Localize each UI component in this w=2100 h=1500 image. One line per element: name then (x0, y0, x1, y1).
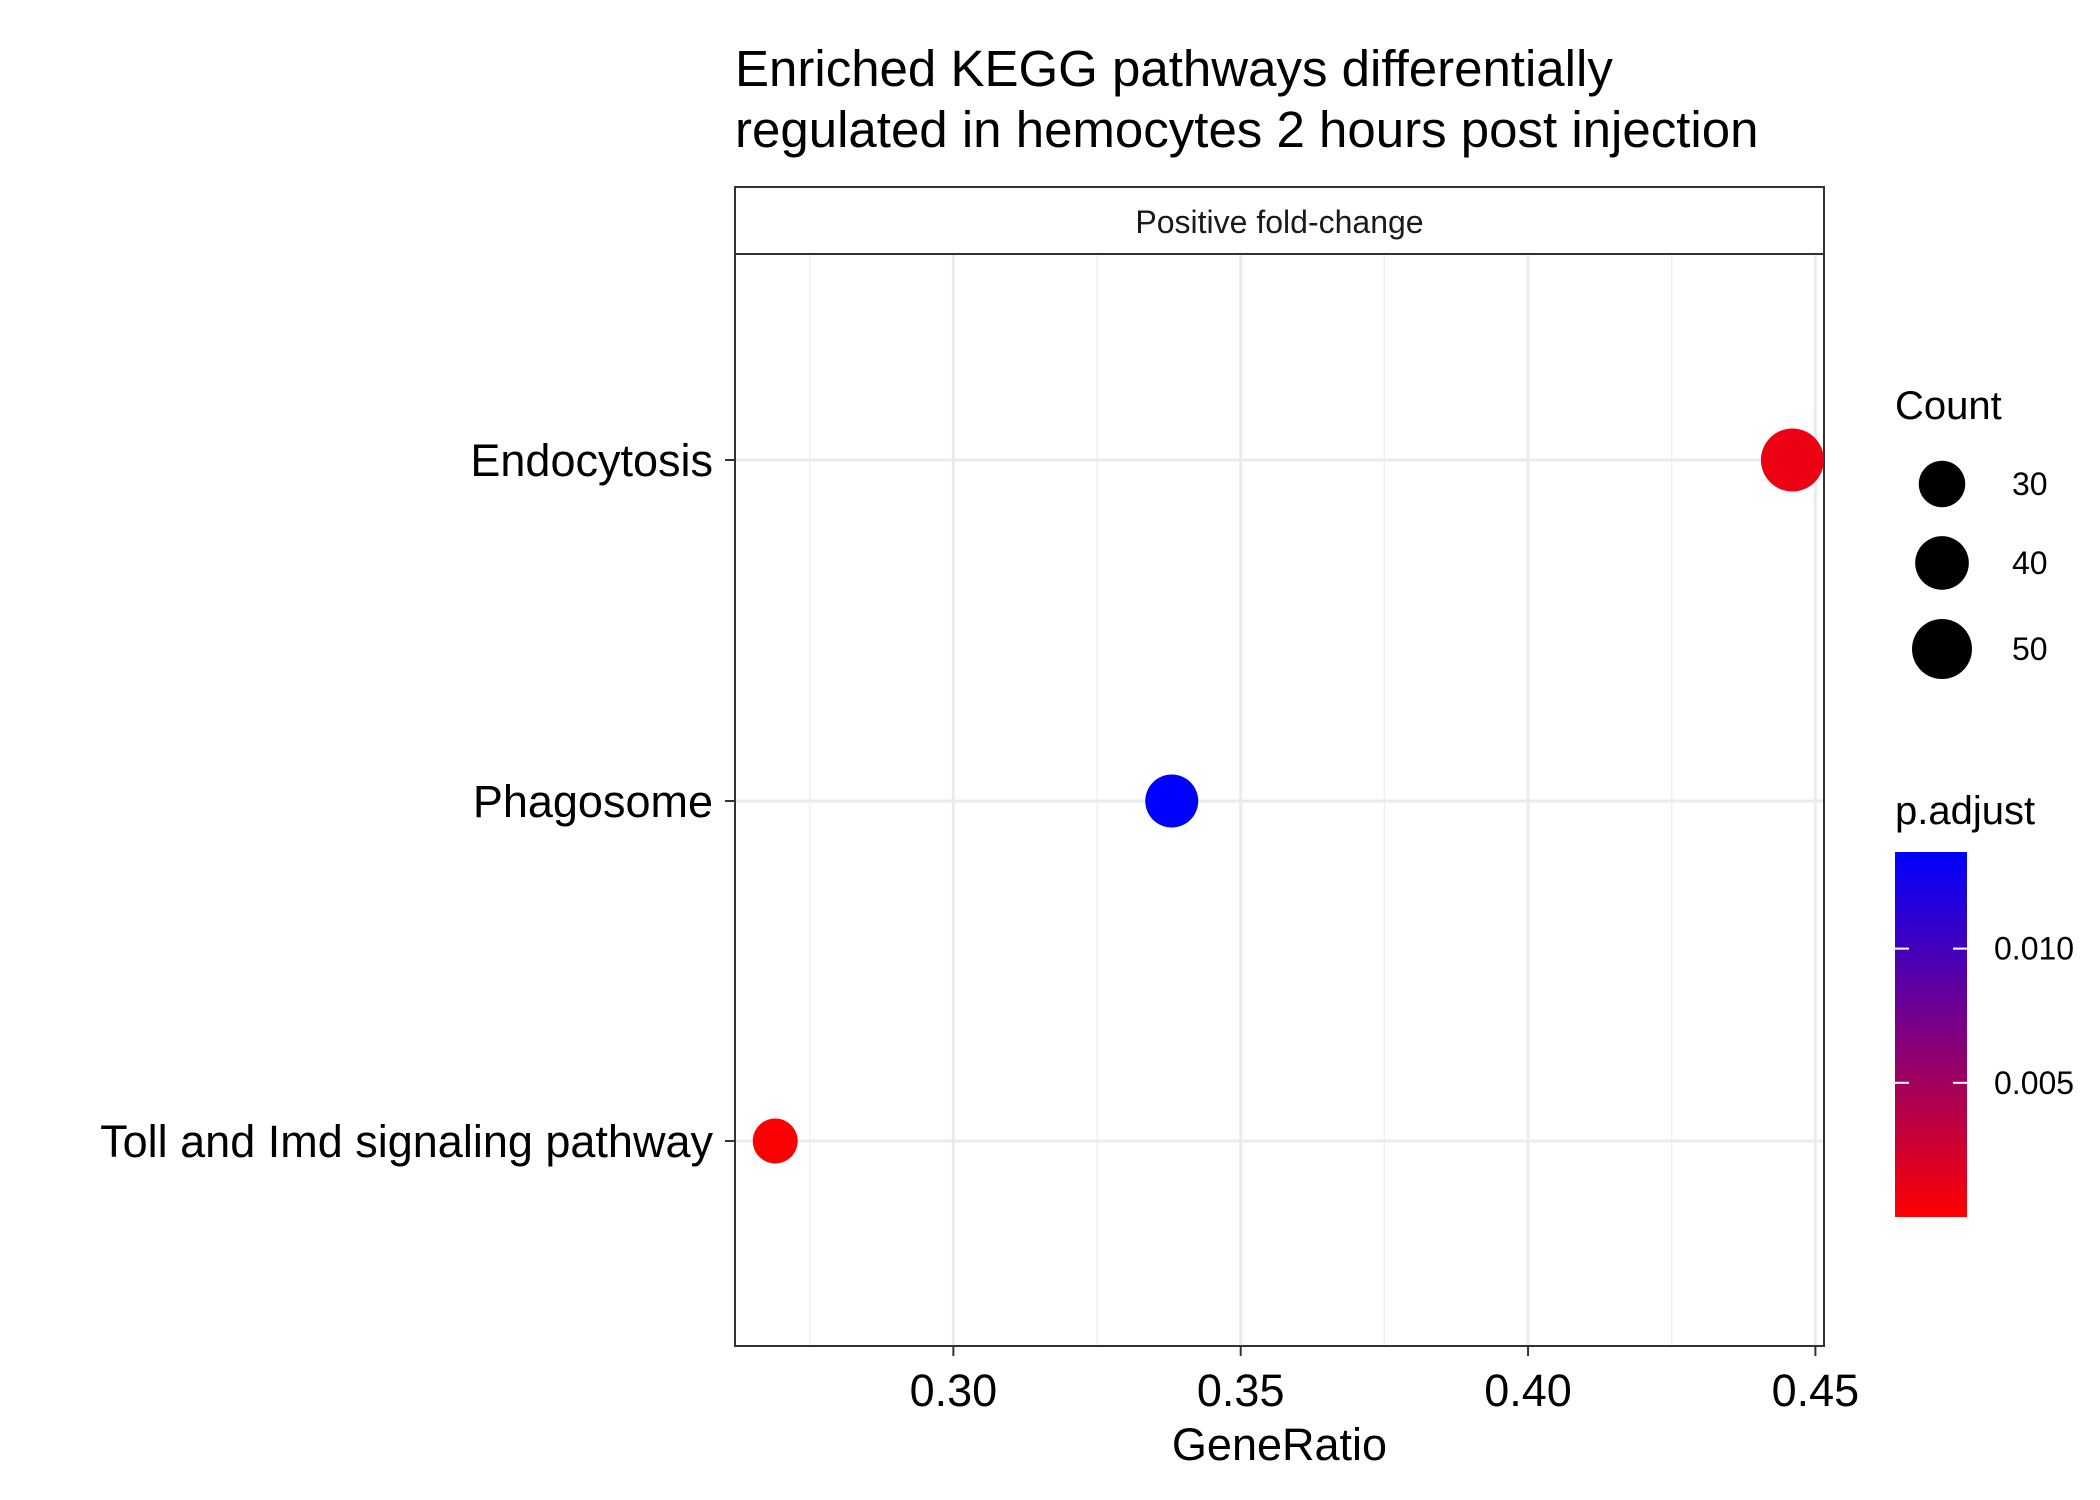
point-endocytosis (1760, 428, 1824, 492)
facet-strip-box (734, 186, 1825, 255)
plot-panel (734, 253, 1825, 1347)
facet-strip-label: Positive fold-change (1135, 204, 1423, 240)
y-tick-label-1: Phagosome (473, 776, 713, 827)
count-legend-label-40: 40 (2012, 545, 2048, 581)
x-axis-title: GeneRatio (1172, 1419, 1387, 1470)
chart-title: Enriched KEGG pathways differentiallyreg… (735, 40, 1758, 158)
x-tick-label-0: 0.30 (910, 1365, 998, 1416)
y-axis: Endocytosis Phagosome Toll and Imd signali… (100, 435, 735, 1167)
count-legend-label-50: 50 (2012, 631, 2048, 667)
title-line-2: regulated in hemocytes 2 hours post inje… (735, 101, 1758, 158)
count-legend-key-50 (1912, 619, 1972, 679)
y-tick-label-0: Endocytosis (470, 435, 713, 486)
count-legend: Count 30 40 50 (1895, 384, 2048, 679)
count-legend-title: Count (1895, 384, 2002, 428)
count-legend-key-40 (1915, 536, 1969, 590)
colorbar-label-1: 0.010 (1994, 931, 2074, 967)
x-axis: 0.30 0.35 0.40 0.45 GeneRatio (910, 1346, 1860, 1470)
count-legend-key-30 (1918, 460, 1966, 508)
p-adjust-legend: p.adjust 0.005 0.010 (1895, 789, 2074, 1217)
point-toll-and-imd-signaling-pathway (752, 1118, 798, 1164)
facet-strip: Positive fold-change (734, 186, 1825, 255)
point-phagosome (1145, 774, 1199, 828)
p-adjust-colorbar (1895, 852, 1967, 1217)
x-tick-label-3: 0.45 (1772, 1365, 1860, 1416)
data-points (752, 428, 1824, 1164)
y-tick-label-2: Toll and Imd signaling pathway (100, 1116, 713, 1167)
x-tick-label-1: 0.35 (1197, 1365, 1285, 1416)
count-legend-label-30: 30 (2012, 466, 2048, 502)
title-line-1: Enriched KEGG pathways differentially (735, 40, 1613, 97)
x-tick-label-2: 0.40 (1484, 1365, 1572, 1416)
colorbar-label-0: 0.005 (1994, 1065, 2074, 1101)
p-adjust-legend-title: p.adjust (1895, 789, 2035, 833)
